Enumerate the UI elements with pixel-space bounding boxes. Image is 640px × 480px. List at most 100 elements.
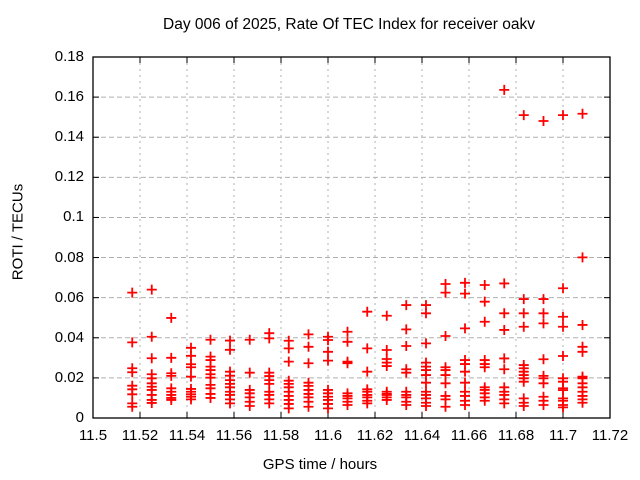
data-point-marker	[303, 341, 314, 352]
data-point-marker	[381, 394, 392, 405]
y-tick-label: 0.18	[54, 48, 84, 65]
x-tick-label: 11.62	[356, 427, 394, 444]
data-point-marker	[323, 334, 333, 345]
data-point-marker	[381, 361, 392, 372]
x-tick-label: 11.52	[121, 427, 159, 444]
x-tick-label: 11.6	[313, 427, 343, 444]
data-point-marker	[460, 323, 471, 334]
data-point-marker	[499, 308, 510, 319]
chart-title: Day 006 of 2025, Rate Of TEC Index for r…	[163, 16, 535, 33]
data-point-marker	[401, 300, 412, 311]
data-point-marker	[185, 394, 196, 405]
data-point-marker	[577, 252, 588, 263]
data-point-marker	[499, 398, 510, 409]
data-point-marker	[440, 287, 451, 298]
data-point-marker	[440, 279, 451, 290]
x-tick-label: 11.54	[168, 427, 206, 444]
plot-border	[92, 56, 611, 419]
data-point-marker	[538, 354, 549, 365]
data-point-marker	[518, 110, 529, 121]
data-point-marker	[342, 336, 353, 347]
data-point-marker	[538, 308, 549, 319]
data-point-marker	[420, 308, 431, 319]
data-point-marker	[362, 366, 373, 377]
data-point-marker	[303, 329, 314, 340]
data-point-marker	[558, 351, 568, 362]
data-point-marker	[518, 321, 529, 332]
data-point-marker	[264, 398, 275, 409]
x-tick-label: 11.72	[591, 427, 629, 444]
data-point-marker	[518, 308, 529, 319]
data-point-marker	[460, 288, 471, 299]
data-point-marker	[538, 378, 549, 389]
x-tick-label: 11.66	[450, 427, 488, 444]
data-point-marker	[479, 395, 490, 406]
data-point-marker	[381, 310, 392, 321]
data-point-marker	[205, 392, 216, 403]
data-point-marker	[577, 346, 588, 357]
x-tick-label: 11.58	[262, 427, 300, 444]
data-point-marker	[577, 319, 588, 330]
data-point-marker	[283, 356, 294, 367]
data-point-marker	[558, 283, 568, 294]
x-tick-label: 11.7	[548, 427, 578, 444]
data-point-marker	[283, 403, 294, 414]
data-point-marker	[499, 364, 510, 375]
data-point-marker	[420, 338, 431, 349]
data-point-marker	[518, 294, 529, 305]
data-point-marker	[127, 287, 138, 298]
data-point-marker	[440, 378, 451, 389]
y-tick-label: 0.04	[54, 328, 84, 346]
x-tick-label: 11.64	[403, 427, 441, 444]
data-point-marker	[538, 318, 549, 329]
y-tick-label: 0.1	[63, 208, 84, 226]
data-point-marker	[518, 400, 529, 411]
data-point-marker	[166, 352, 177, 363]
data-point-marker	[225, 398, 236, 409]
data-point-marker	[577, 108, 588, 119]
data-point-marker	[342, 399, 353, 410]
data-point-marker	[342, 358, 353, 369]
data-point-marker	[518, 376, 529, 387]
data-point-marker	[283, 343, 294, 354]
data-point-marker	[558, 311, 568, 322]
data-point-marker	[381, 345, 392, 356]
data-point-marker	[460, 366, 471, 377]
data-point-marker	[401, 324, 412, 335]
data-point-marker	[323, 403, 333, 414]
data-point-marker	[225, 344, 236, 355]
data-point-marker	[323, 346, 333, 357]
y-tick-label: 0.06	[54, 288, 84, 306]
data-point-marker	[401, 399, 412, 410]
data-point-marker	[225, 335, 236, 346]
data-point-marker	[127, 337, 138, 348]
data-point-marker	[323, 355, 333, 366]
data-point-marker	[127, 389, 138, 400]
data-point-marker	[185, 350, 196, 361]
data-point-marker	[401, 367, 412, 378]
data-point-marker	[127, 367, 138, 378]
data-point-marker	[460, 377, 471, 388]
x-tick-label: 11.5	[78, 427, 108, 444]
data-point-marker	[166, 394, 177, 405]
data-point-marker	[499, 84, 510, 95]
data-point-marker	[538, 294, 549, 305]
data-point-marker	[166, 370, 177, 381]
data-point-marker	[499, 353, 510, 364]
data-point-marker	[460, 277, 471, 288]
data-point-marker	[342, 326, 353, 337]
data-point-marker	[577, 397, 588, 408]
data-point-marker	[244, 367, 255, 378]
y-tick-label: 0	[75, 409, 84, 426]
data-point-marker	[558, 402, 568, 413]
data-point-marker	[479, 362, 490, 373]
data-point-marker	[538, 115, 549, 126]
data-point-marker	[499, 278, 510, 289]
data-point-marker	[420, 377, 431, 388]
y-tick-label: 0.08	[54, 248, 84, 266]
data-point-marker	[264, 333, 275, 344]
x-tick-label: 11.56	[215, 427, 253, 444]
data-point-marker	[185, 362, 196, 373]
